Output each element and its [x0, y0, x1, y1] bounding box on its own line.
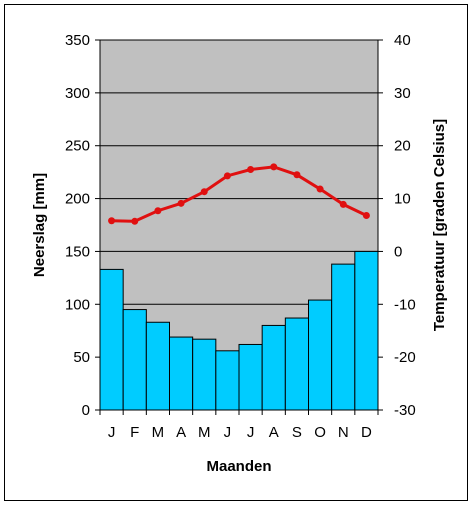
precipitation-bar [308, 299, 333, 411]
right-tick-label: -20 [394, 349, 416, 366]
temperature-point [270, 163, 278, 171]
x-tick-label: M [152, 424, 165, 441]
left-tick-label: 300 [65, 85, 90, 102]
precipitation-bar [215, 350, 240, 411]
left-axis-title: Neerslag [mm] [31, 173, 48, 277]
left-tick-label: 200 [65, 191, 90, 208]
temperature-point [108, 217, 116, 225]
temperature-point [362, 211, 370, 219]
left-tick-label: 50 [73, 349, 90, 366]
precipitation-bar [192, 338, 217, 411]
temperature-point [316, 185, 324, 193]
temperature-point [177, 199, 185, 207]
right-tick-label: 30 [394, 85, 411, 102]
precipitation-bars [99, 250, 379, 411]
precipitation-bar [122, 309, 147, 411]
precipitation-bar [331, 263, 356, 411]
precipitation-bar [238, 343, 263, 411]
precipitation-bar [284, 317, 310, 411]
x-tick-label: D [361, 424, 372, 441]
left-tick-label: 100 [65, 296, 90, 313]
precipitation-bar [169, 336, 194, 411]
right-tick-label: 40 [394, 32, 411, 49]
right-tick-label: -30 [394, 402, 416, 419]
x-tick-label: J [247, 424, 255, 441]
temperature-point [200, 188, 208, 196]
right-axis-tick-labels: -30 -20 -10 0 10 20 30 40 [394, 32, 416, 419]
x-tick-label: A [269, 424, 279, 441]
x-tick-label: M [198, 424, 211, 441]
left-tick-label: 250 [65, 138, 90, 155]
temperature-point [223, 172, 231, 180]
left-tick-label: 0 [82, 402, 90, 419]
precipitation-bar [261, 324, 286, 411]
x-tick-label: N [338, 424, 349, 441]
precipitation-bar [99, 268, 124, 411]
right-tick-label: -10 [394, 296, 416, 313]
x-tick-label: S [292, 424, 302, 441]
x-tick-label: O [314, 424, 326, 441]
axes [95, 39, 383, 415]
left-tick-label: 150 [65, 243, 90, 260]
left-axis-tick-labels: 0 50 100 150 200 250 300 350 [65, 32, 90, 419]
x-tick-label: A [176, 424, 186, 441]
precipitation-bar [145, 321, 170, 411]
right-tick-label: 10 [394, 191, 411, 208]
temperature-line [108, 163, 370, 225]
x-tick-label: J [108, 424, 116, 441]
precipitation-bar [354, 250, 379, 411]
x-axis-title: Maanden [206, 458, 271, 475]
left-tick-label: 350 [65, 32, 90, 49]
x-tick-label: J [224, 424, 232, 441]
temperature-point [131, 217, 139, 225]
right-tick-label: 0 [394, 243, 402, 260]
temperature-point [293, 171, 301, 179]
x-tick-label: F [130, 424, 139, 441]
temperature-point [247, 166, 255, 173]
temperature-point [154, 207, 162, 215]
right-axis-title: Temperatuur [graden Celsius] [431, 119, 448, 331]
temperature-line-path [111, 165, 368, 223]
temperature-point [339, 200, 347, 208]
right-tick-label: 20 [394, 138, 411, 155]
